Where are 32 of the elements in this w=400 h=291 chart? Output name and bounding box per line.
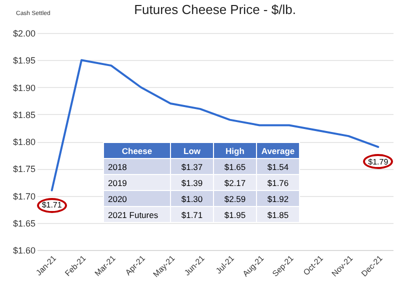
- y-tick-label: $1.70: [12, 191, 36, 202]
- annotation: High: [214, 142, 256, 158]
- annotation: 2018: [104, 158, 170, 174]
- annotation: $1.30: [170, 190, 214, 206]
- annotation: 2019: [104, 174, 170, 190]
- annotation: $2.59: [214, 190, 256, 206]
- y-tick-label: $1.85: [12, 110, 36, 120]
- annotation: $1.65: [214, 158, 256, 174]
- annotation: 2021 Futures: [104, 206, 170, 222]
- annotation: $1.92: [256, 190, 300, 206]
- y-tick-label: $1.75: [12, 164, 36, 174]
- y-tick-label: $1.95: [12, 56, 36, 66]
- annotation: $1.85: [256, 206, 300, 222]
- annotation: $1.76: [256, 174, 300, 190]
- annotation: $1.54: [256, 158, 300, 174]
- y-tick-label: $1.60: [12, 246, 36, 256]
- annotation: $1.79: [368, 157, 388, 166]
- y-tick-label: $1.80: [12, 137, 36, 147]
- annotation: 2020: [104, 190, 170, 206]
- y-tick-label: $1.65: [12, 218, 36, 228]
- annotation: Low: [170, 142, 214, 158]
- annotation: $1.37: [170, 158, 214, 174]
- y-tick-label: $2.00: [12, 28, 36, 38]
- chart-title: Futures Cheese Price - $/lb.: [134, 2, 296, 17]
- annotation: $1.71: [170, 206, 214, 222]
- annotation: $1.39: [170, 174, 214, 190]
- annotation: $1.95: [214, 206, 256, 222]
- annotation: $2.17: [214, 174, 256, 190]
- annotation: $1.71: [42, 200, 62, 210]
- annotation: Cheese: [104, 142, 170, 158]
- annotation: Average: [256, 142, 300, 158]
- y-tick-label: $1.90: [12, 82, 36, 93]
